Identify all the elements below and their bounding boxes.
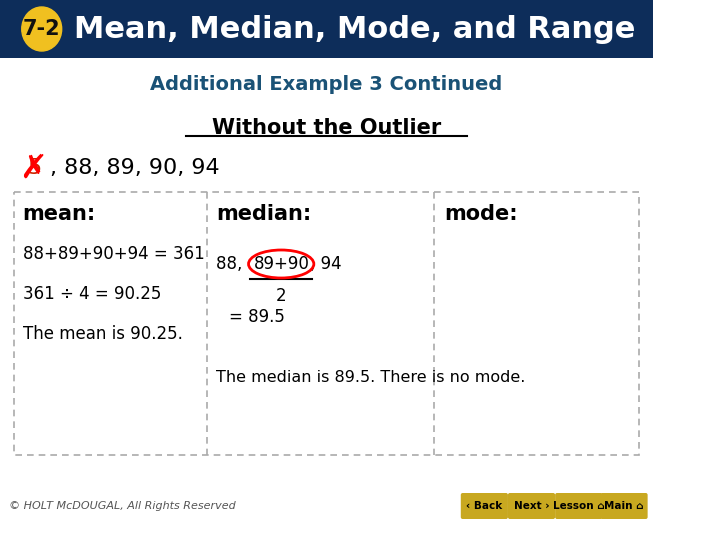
Text: 88,: 88,	[216, 255, 248, 273]
Text: , 88, 89, 90, 94: , 88, 89, 90, 94	[50, 158, 220, 178]
Text: 5: 5	[27, 158, 42, 178]
Text: Additional Example 3 Continued: Additional Example 3 Continued	[150, 76, 503, 94]
Text: = 89.5: = 89.5	[230, 308, 285, 326]
Text: Without the Outlier: Without the Outlier	[212, 118, 441, 138]
Text: , 94: , 94	[310, 255, 342, 273]
Text: mean:: mean:	[22, 204, 96, 224]
Text: Lesson ⌂: Lesson ⌂	[553, 501, 605, 511]
FancyBboxPatch shape	[508, 493, 555, 519]
Text: © HOLT McDOUGAL, All Rights Reserved: © HOLT McDOUGAL, All Rights Reserved	[9, 501, 236, 511]
Text: The median is 89.5. There is no mode.: The median is 89.5. There is no mode.	[216, 369, 526, 384]
Text: 2: 2	[276, 287, 287, 305]
FancyBboxPatch shape	[555, 493, 603, 519]
Text: mode:: mode:	[444, 204, 518, 224]
FancyBboxPatch shape	[600, 493, 647, 519]
Text: ✗: ✗	[19, 152, 48, 185]
Text: Mean, Median, Mode, and Range: Mean, Median, Mode, and Range	[74, 15, 636, 44]
Text: 7-2: 7-2	[23, 19, 60, 39]
Text: The mean is 90.25.: The mean is 90.25.	[22, 325, 183, 343]
Text: 88+89+90+94 = 361: 88+89+90+94 = 361	[22, 245, 204, 263]
Text: 89+90: 89+90	[254, 255, 310, 273]
Text: median:: median:	[216, 204, 311, 224]
FancyBboxPatch shape	[0, 0, 653, 58]
Text: Next ›: Next ›	[514, 501, 549, 511]
Text: 361 ÷ 4 = 90.25: 361 ÷ 4 = 90.25	[22, 285, 161, 303]
Circle shape	[22, 7, 62, 51]
FancyBboxPatch shape	[461, 493, 508, 519]
Text: Main ⌂: Main ⌂	[604, 501, 644, 511]
FancyBboxPatch shape	[14, 192, 639, 455]
Text: ‹ Back: ‹ Back	[467, 501, 503, 511]
